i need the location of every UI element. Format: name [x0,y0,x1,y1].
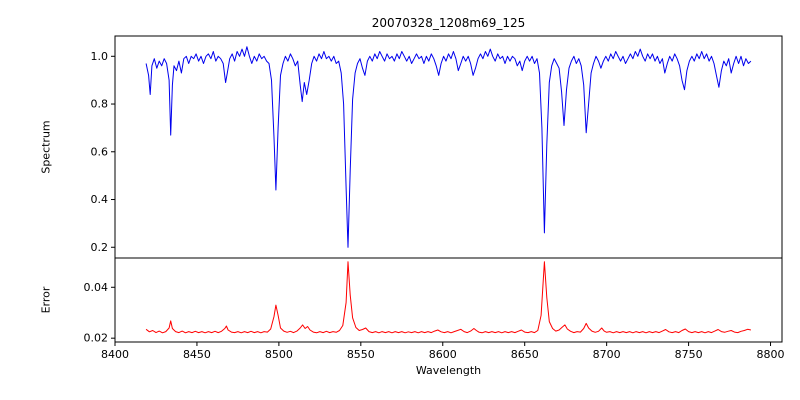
spectrum-y-tick-label: 0.8 [91,98,109,111]
x-tick-label: 8800 [757,348,785,361]
x-tick-label: 8550 [347,348,375,361]
error-line [145,261,752,334]
spectrum-line [145,46,752,248]
spectrum-y-tick-label: 0.4 [91,193,109,206]
error-y-tick-label: 0.04 [84,281,109,294]
x-tick-label: 8450 [183,348,211,361]
error-panel-frame [114,257,783,343]
spectrum-y-tick-label: 1.0 [91,50,109,63]
x-tick-label: 8650 [511,348,539,361]
x-axis-label: Wavelength [415,364,482,377]
error-y-tick-label: 0.02 [84,332,109,345]
spectrum-y-tick-label: 0.6 [91,145,109,158]
chart-title: 20070328_1208m69_125 [371,16,526,30]
x-tick-label: 8600 [429,348,457,361]
x-tick-label: 8700 [593,348,621,361]
x-tick-label: 8400 [101,348,129,361]
x-tick-label: 8750 [675,348,703,361]
x-tick-label: 8500 [265,348,293,361]
spectrum-y-tick-label: 0.2 [91,241,109,254]
spectrum-panel-frame [114,35,783,259]
